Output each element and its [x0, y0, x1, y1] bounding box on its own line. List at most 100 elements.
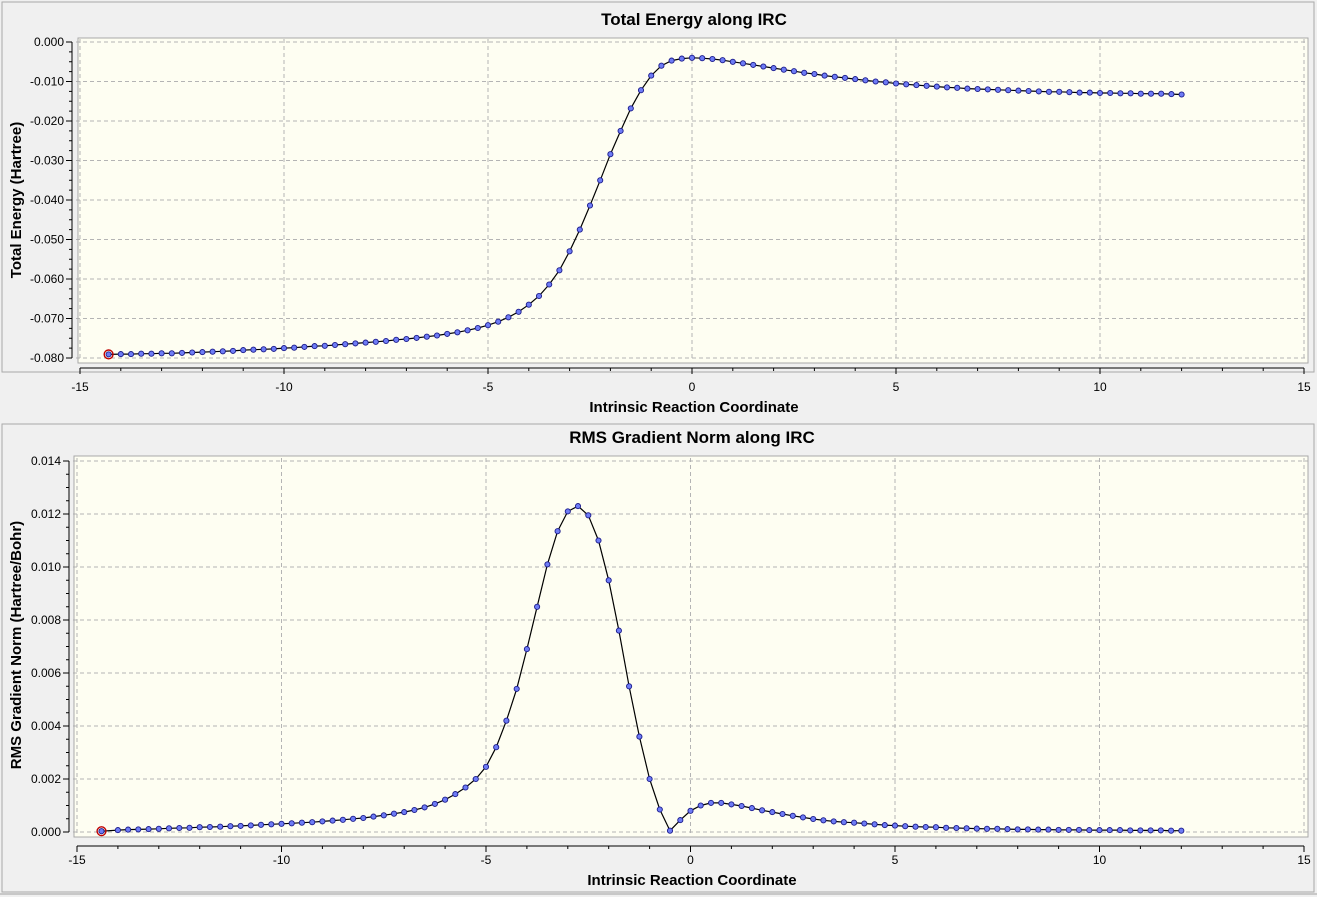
energy-data-point[interactable]	[444, 330, 451, 337]
energy-data-point[interactable]	[984, 86, 991, 93]
gradient-data-point[interactable]	[1168, 827, 1175, 834]
energy-data-point[interactable]	[964, 85, 971, 92]
energy-data-point[interactable]	[1045, 88, 1053, 95]
energy-data-point[interactable]	[250, 346, 257, 353]
gradient-data-point[interactable]	[666, 827, 674, 834]
energy-data-point[interactable]	[729, 58, 736, 65]
energy-data-point[interactable]	[709, 55, 716, 63]
gradient-data-point[interactable]	[810, 815, 817, 823]
energy-data-point[interactable]	[566, 248, 573, 255]
energy-data-point[interactable]	[576, 226, 583, 233]
gradient-data-point[interactable]	[98, 828, 105, 835]
energy-data-point[interactable]	[535, 292, 543, 300]
gradient-data-point[interactable]	[452, 791, 459, 798]
gradient-data-point[interactable]	[953, 824, 960, 832]
gradient-data-point[interactable]	[994, 825, 1001, 832]
gradient-data-point[interactable]	[237, 822, 244, 829]
energy-data-point[interactable]	[382, 337, 390, 345]
energy-data-point[interactable]	[168, 350, 175, 357]
gradient-data-point[interactable]	[595, 537, 602, 544]
energy-data-point[interactable]	[699, 55, 706, 62]
energy-data-point[interactable]	[668, 57, 675, 64]
gradient-data-point[interactable]	[145, 826, 152, 833]
gradient-data-point[interactable]	[871, 821, 878, 828]
gradient-data-point[interactable]	[983, 825, 991, 832]
gradient-data-point[interactable]	[247, 822, 254, 829]
gradient-data-point[interactable]	[196, 824, 203, 831]
gradient-data-point[interactable]	[891, 822, 899, 829]
energy-data-point[interactable]	[433, 332, 441, 339]
gradient-data-point[interactable]	[186, 824, 193, 831]
gradient-data-point[interactable]	[554, 528, 561, 535]
energy-data-point[interactable]	[719, 57, 726, 64]
energy-data-point[interactable]	[1127, 90, 1134, 97]
gradient-data-point[interactable]	[176, 824, 183, 832]
gradient-data-point[interactable]	[360, 814, 367, 822]
energy-data-point[interactable]	[1035, 88, 1042, 95]
energy-data-point[interactable]	[1005, 87, 1012, 94]
gradient-data-point[interactable]	[677, 817, 684, 824]
energy-data-point[interactable]	[903, 81, 910, 88]
energy-data-point[interactable]	[352, 340, 359, 347]
gradient-data-point[interactable]	[574, 503, 582, 510]
energy-data-point[interactable]	[311, 343, 318, 350]
energy-data-point[interactable]	[750, 61, 757, 68]
energy-data-point[interactable]	[362, 339, 369, 346]
energy-data-point[interactable]	[1168, 91, 1175, 98]
energy-data-point[interactable]	[240, 347, 247, 354]
energy-data-point[interactable]	[219, 348, 226, 355]
energy-data-point[interactable]	[525, 301, 532, 308]
gradient-data-point[interactable]	[902, 823, 909, 830]
energy-data-point[interactable]	[209, 348, 216, 355]
energy-data-point[interactable]	[658, 62, 665, 69]
gradient-data-point[interactable]	[544, 561, 551, 568]
gradient-data-point[interactable]	[656, 806, 663, 813]
energy-data-point[interactable]	[1066, 89, 1073, 96]
energy-data-point[interactable]	[1076, 89, 1083, 96]
gradient-data-point[interactable]	[390, 810, 398, 817]
energy-data-point[interactable]	[1158, 90, 1165, 97]
energy-data-point[interactable]	[688, 54, 696, 61]
energy-data-point[interactable]	[1056, 88, 1063, 95]
gradient-data-point[interactable]	[1178, 827, 1185, 834]
gradient-data-point[interactable]	[1086, 827, 1093, 834]
gradient-data-point[interactable]	[932, 824, 939, 831]
gradient-data-point[interactable]	[1116, 827, 1124, 834]
gradient-data-point[interactable]	[298, 819, 305, 826]
energy-data-point[interactable]	[127, 351, 135, 358]
energy-data-point[interactable]	[627, 105, 634, 112]
gradient-data-point[interactable]	[523, 646, 530, 653]
gradient-data-point[interactable]	[135, 826, 142, 833]
gradient-selected-point-marker[interactable]	[96, 826, 107, 837]
energy-data-point[interactable]	[923, 82, 930, 89]
energy-data-point[interactable]	[270, 345, 277, 352]
gradient-data-point[interactable]	[615, 627, 622, 634]
gradient-data-point[interactable]	[707, 799, 715, 806]
energy-data-point[interactable]	[974, 85, 981, 93]
gradient-data-point[interactable]	[840, 819, 847, 826]
gradient-data-point[interactable]	[268, 821, 275, 828]
gradient-data-point[interactable]	[472, 775, 479, 783]
gradient-data-point[interactable]	[605, 577, 612, 584]
energy-data-point[interactable]	[189, 349, 196, 356]
gradient-data-point[interactable]	[1075, 826, 1083, 833]
energy-data-point[interactable]	[1117, 90, 1124, 97]
gradient-data-point[interactable]	[462, 784, 469, 791]
gradient-data-point[interactable]	[1014, 826, 1021, 833]
gradient-data-point[interactable]	[1157, 827, 1164, 834]
gradient-data-point[interactable]	[114, 827, 121, 834]
gradient-data-point[interactable]	[748, 805, 755, 812]
gradient-data-point[interactable]	[636, 733, 643, 740]
energy-data-marks[interactable]	[103, 54, 1185, 360]
gradient-data-point[interactable]	[861, 820, 868, 827]
energy-data-point[interactable]	[546, 281, 553, 288]
energy-data-point[interactable]	[393, 336, 400, 343]
energy-data-point[interactable]	[831, 73, 838, 80]
energy-data-point[interactable]	[637, 87, 645, 94]
energy-data-point[interactable]	[260, 346, 267, 353]
gradient-data-point[interactable]	[1127, 827, 1134, 834]
energy-data-point[interactable]	[342, 341, 349, 348]
gradient-data-point[interactable]	[1106, 827, 1113, 834]
energy-data-point[interactable]	[199, 349, 206, 356]
gradient-data-point[interactable]	[830, 818, 837, 825]
